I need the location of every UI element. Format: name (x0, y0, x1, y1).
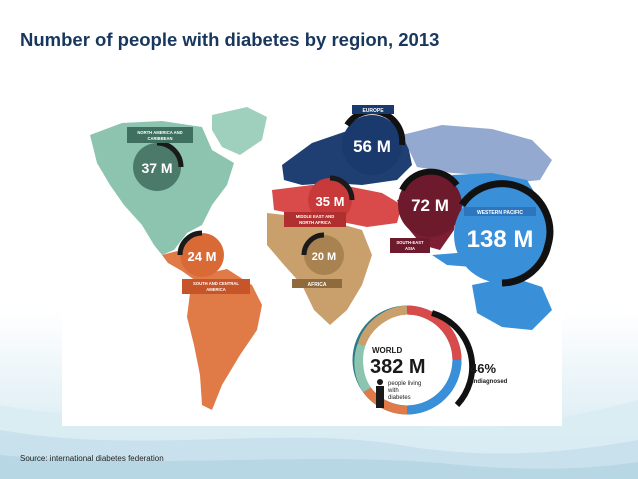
mena-bubble: 35 M MIDDLE EAST AND NORTH AFRICA (284, 175, 355, 227)
undiagnosed-percent: 46% (470, 361, 496, 376)
world-desc-line3: diabetes (388, 395, 411, 401)
sea-region-label: SOUTH-EAST (396, 240, 424, 245)
infographic-map: NORTH AMERICA AND CARIBBEAN 37 M 24 M SO… (62, 55, 562, 426)
eur-region-label: EUROPE (362, 108, 384, 114)
page-title: Number of people with diabetes by region… (20, 29, 440, 50)
afr-region-label: AFRICA (308, 282, 327, 288)
world-desc-line2: with (387, 388, 399, 394)
world-map: NORTH AMERICA AND CARIBBEAN 37 M 24 M SO… (90, 105, 554, 415)
undiagnosed-label: undiagnosed (470, 379, 508, 385)
world-value: 382 M (370, 356, 426, 378)
wp-region-label: WESTERN PACIFIC (477, 210, 523, 216)
mena-region-label-2: NORTH AFRICA (299, 220, 331, 225)
source-note: Source: international diabetes federatio… (20, 454, 164, 463)
greenland-shape (212, 107, 267, 155)
wp-value: 138 M (467, 226, 534, 253)
saca-bubble: 24 M SOUTH AND CENTRAL AMERICA (177, 230, 250, 294)
world-label: WORLD (372, 346, 402, 355)
wp-bubble: WESTERN PACIFIC 138 M (454, 180, 554, 287)
world-desc-line1: people living (388, 381, 421, 387)
sea-region-label-2: ASIA (405, 246, 415, 251)
nac-region-label-2: CARIBBEAN (147, 136, 172, 141)
eur-value: 56 M (353, 137, 391, 156)
sea-value: 72 M (411, 196, 449, 215)
sea-bubble: 72 M SOUTH-EAST ASIA (390, 168, 462, 253)
world-donut: WORLD 382 M people living with diabetes … (352, 305, 508, 415)
eur-bubble: 56 M EUROPE (342, 105, 406, 175)
nac-region-label: NORTH AMERICA AND (137, 130, 182, 135)
mena-region-label: MIDDLE EAST AND (296, 214, 334, 219)
mena-value: 35 M (316, 194, 345, 209)
saca-region-label-2: AMERICA (206, 287, 226, 292)
nac-bubble: NORTH AMERICA AND CARIBBEAN 37 M (127, 127, 193, 191)
saca-region-label: SOUTH AND CENTRAL (193, 281, 239, 286)
afr-bubble: 20 M AFRICA (292, 232, 344, 288)
north-asia-shape (402, 125, 552, 183)
south-america-shape (187, 269, 262, 410)
person-icon-body (376, 386, 384, 408)
nac-value: 37 M (141, 160, 172, 176)
afr-value: 20 M (312, 251, 336, 263)
person-icon-head (377, 379, 383, 385)
saca-value: 24 M (188, 249, 217, 264)
australia-shape (472, 277, 552, 330)
